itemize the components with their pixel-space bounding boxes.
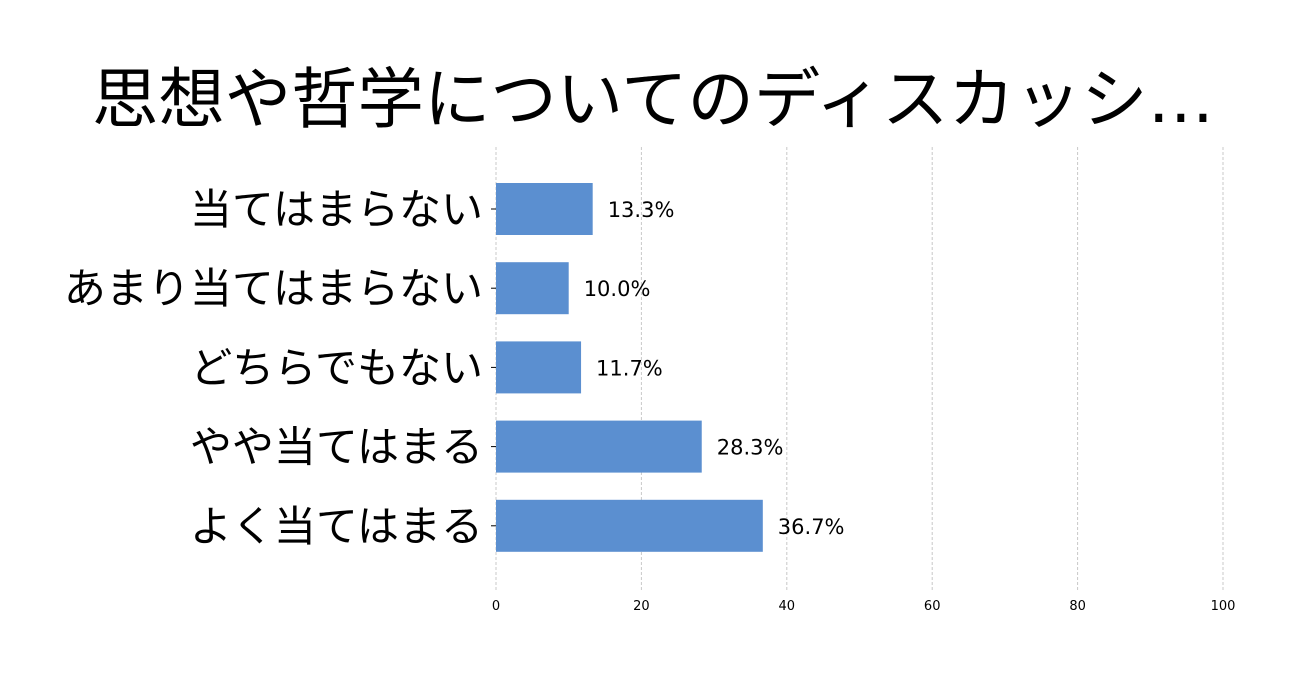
x-tick-label: 20 bbox=[633, 599, 650, 614]
bar bbox=[496, 262, 569, 315]
value-label: 28.3% bbox=[717, 436, 784, 460]
x-tick-label: 60 bbox=[924, 599, 941, 614]
value-label: 13.3% bbox=[608, 198, 675, 222]
category-label: あまり当てはまらない bbox=[64, 264, 483, 313]
bar bbox=[496, 499, 763, 552]
value-label: 10.0% bbox=[584, 277, 651, 301]
x-tick-label: 0 bbox=[492, 599, 500, 614]
x-tick-label: 40 bbox=[779, 599, 796, 614]
x-tick-label: 100 bbox=[1211, 599, 1236, 614]
bar bbox=[496, 420, 702, 473]
category-label: どちらでもない bbox=[190, 343, 483, 392]
bars bbox=[496, 183, 763, 552]
x-tick-label: 80 bbox=[1069, 599, 1086, 614]
chart-title: 思想や哲学についてのディスカッシ… bbox=[92, 61, 1214, 138]
value-label: 36.7% bbox=[778, 515, 845, 539]
category-label: やや当てはまる bbox=[190, 423, 483, 472]
x-axis-ticks: 0 20 40 60 80 100 bbox=[491, 208, 1236, 614]
bar bbox=[496, 341, 582, 394]
category-label: よく当てはまる bbox=[190, 502, 483, 551]
value-label: 11.7% bbox=[596, 356, 663, 380]
bar bbox=[496, 183, 593, 235]
value-labels: 13.3% 10.0% 11.7% 28.3% 36.7% bbox=[584, 198, 845, 539]
category-label: 当てはまらない bbox=[190, 185, 483, 234]
